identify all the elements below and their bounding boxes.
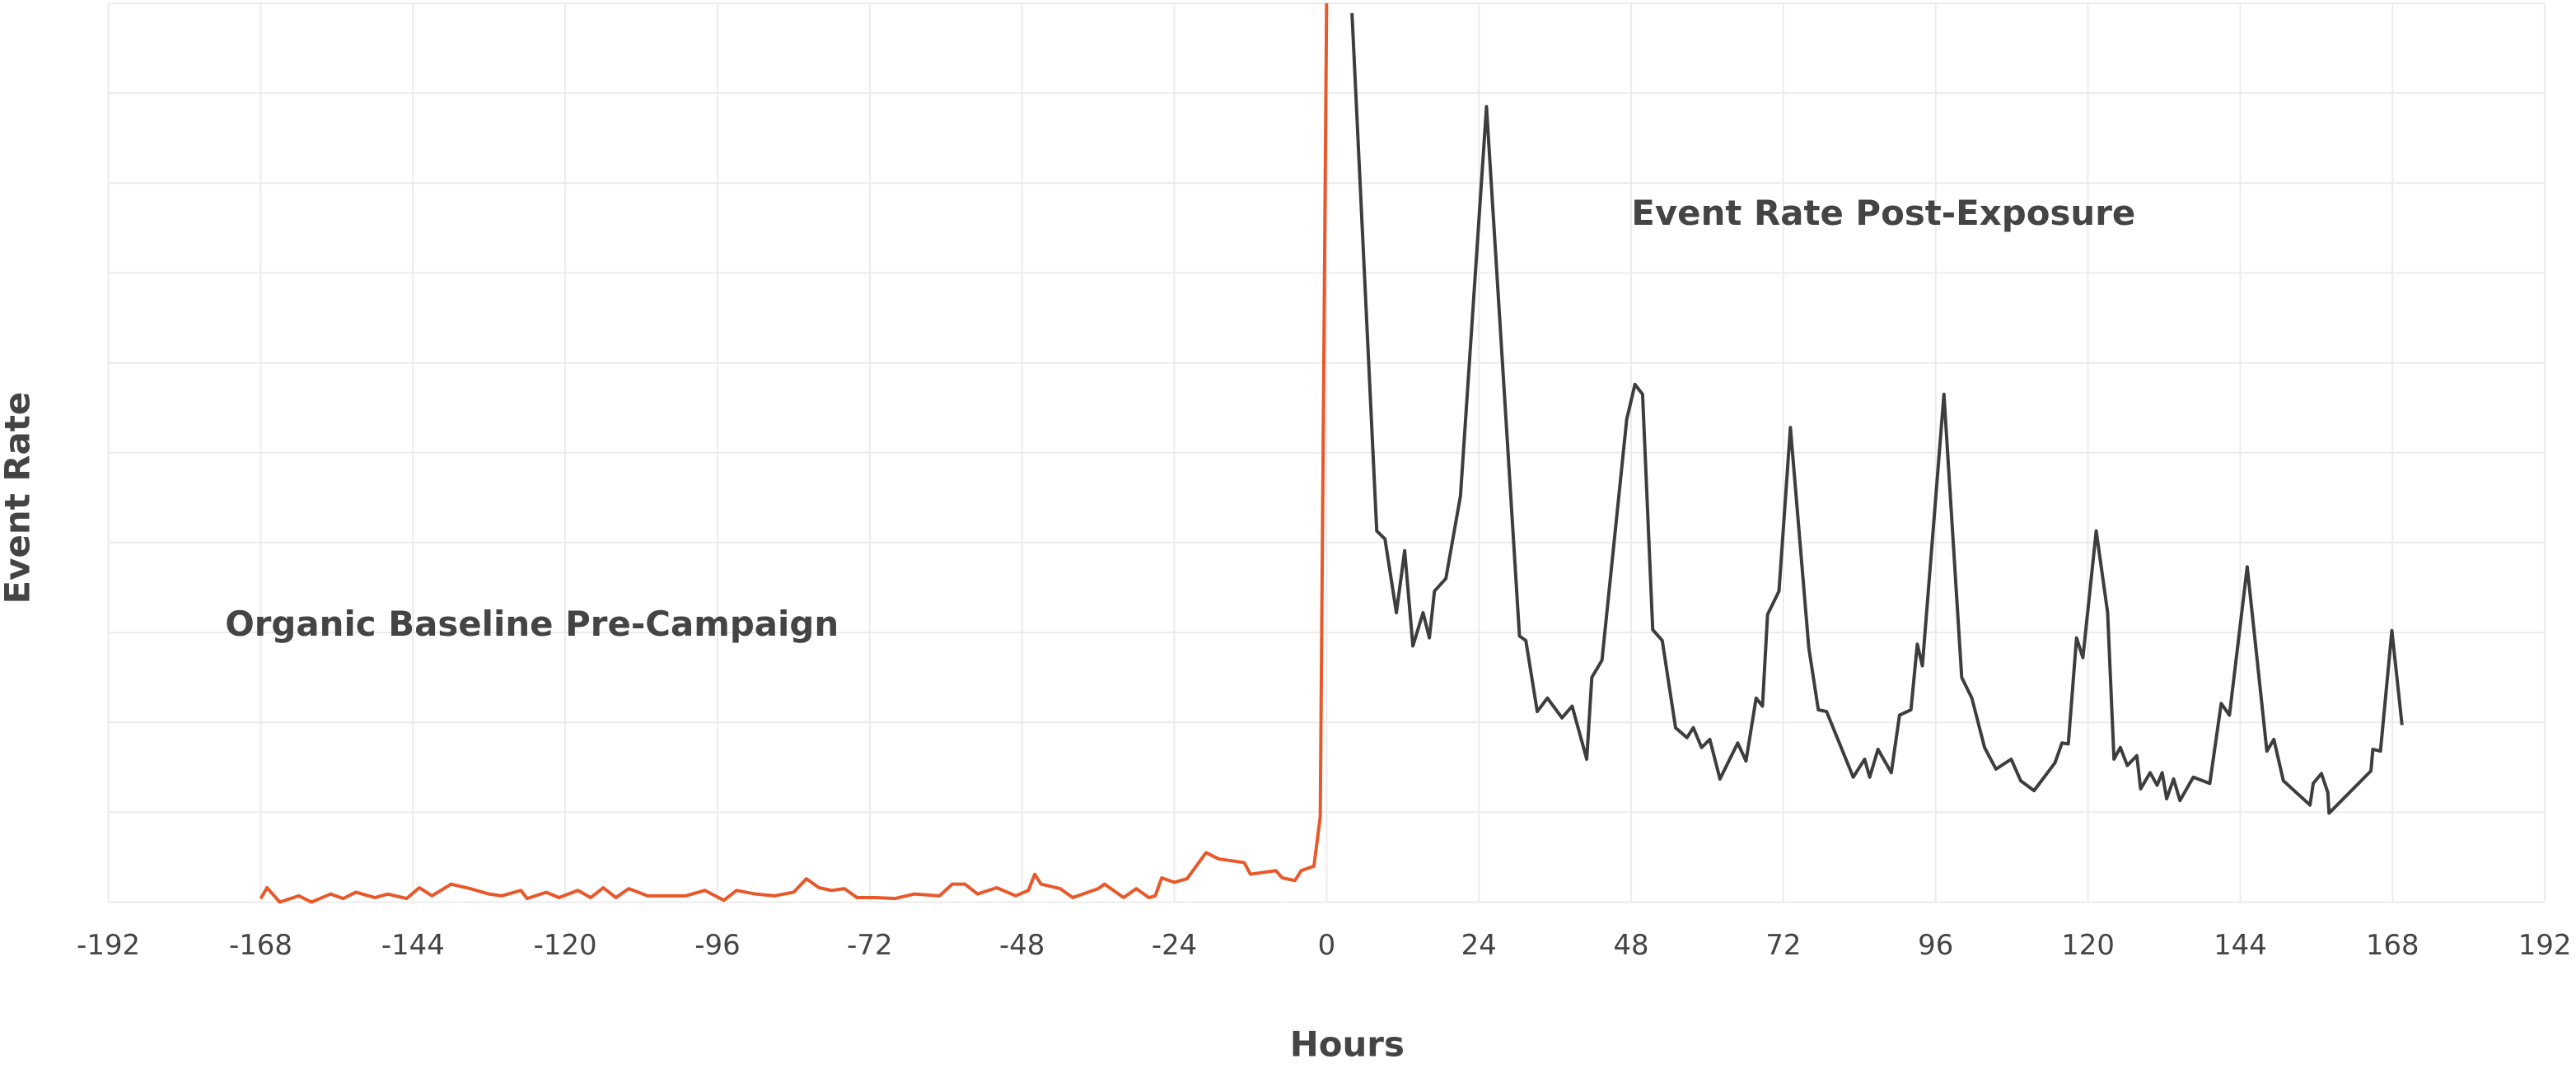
plot-area [259,2,2404,904]
x-tick-label: -72 [847,929,892,961]
x-tick-label: -192 [77,929,140,961]
y-axis-title: Event Rate [0,392,37,604]
x-tick-label: 72 [1765,929,1801,961]
x-tick-label: -96 [694,929,740,961]
line-series [1350,12,2404,815]
x-tick-label: 0 [1318,929,1336,961]
series-annotation: Organic Baseline Pre-Campaign [225,604,839,644]
x-tick-label: 96 [1918,929,1953,961]
x-tick-label: 120 [2061,929,2115,961]
x-tick-label: 168 [2366,929,2419,961]
grid [107,2,2546,903]
x-tick-label: 192 [2518,929,2572,961]
x-tick-label: -168 [229,929,292,961]
x-axis-title: Hours [1290,1024,1405,1065]
x-tick-label: 48 [1613,929,1648,961]
x-tick-label: 24 [1461,929,1497,961]
line-series [259,2,1329,904]
x-tick-label: -24 [1152,929,1197,961]
x-tick-label: -48 [999,929,1045,961]
x-tick-label: -144 [381,929,445,961]
x-tick-label: 144 [2214,929,2267,961]
series-annotation: Event Rate Post-Exposure [1631,193,2135,233]
x-tick-label: -120 [534,929,597,961]
